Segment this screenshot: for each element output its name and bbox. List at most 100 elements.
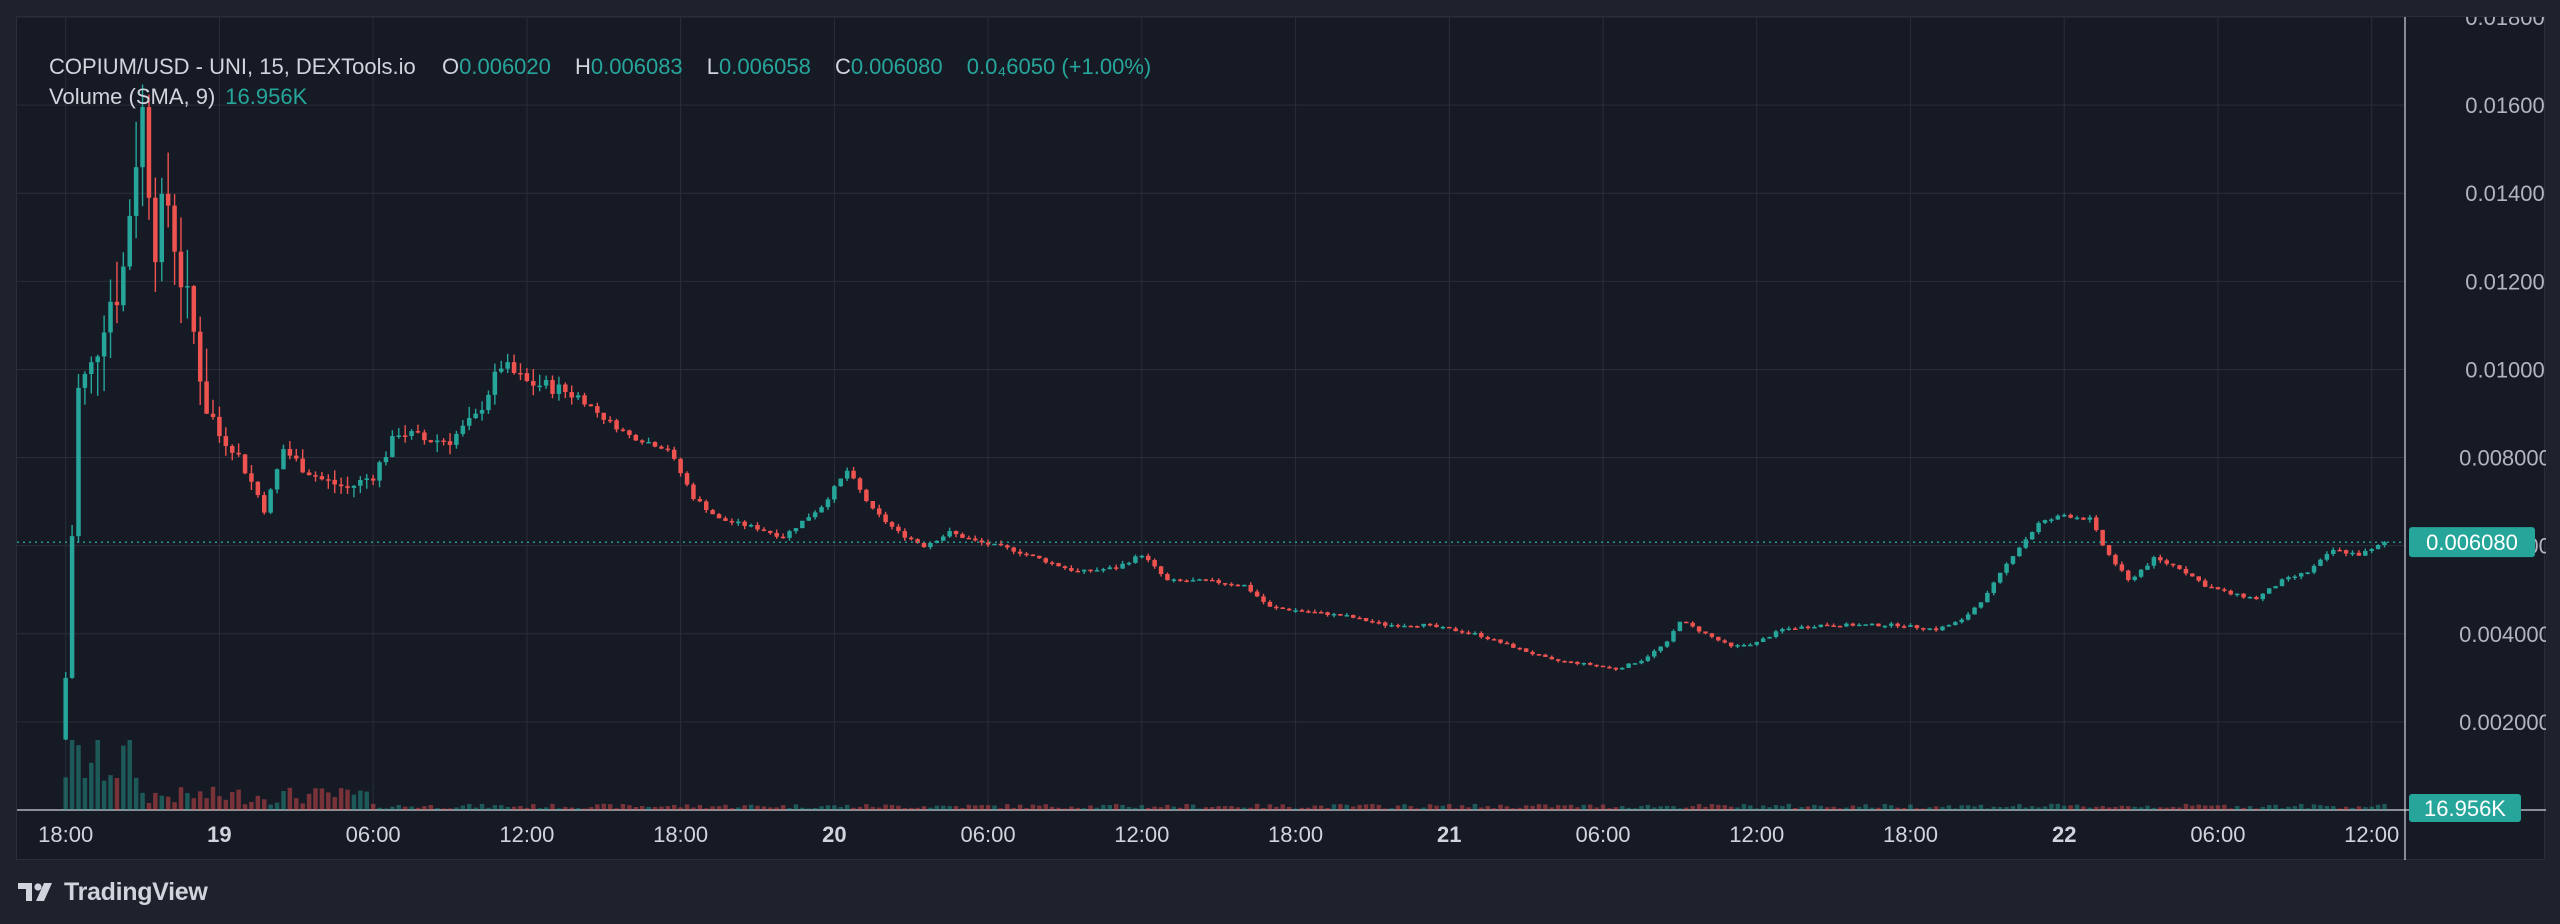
volume-bar <box>1626 807 1631 810</box>
candle-body <box>255 481 261 496</box>
x-tick-label: 20 <box>822 822 846 847</box>
x-tick-label: 06:00 <box>961 822 1016 847</box>
volume-bar <box>1652 807 1657 810</box>
volume-bar <box>1850 805 1856 810</box>
volume-bar <box>1671 806 1676 810</box>
volume-bar <box>2382 803 2387 810</box>
volume-bar <box>63 777 68 810</box>
candle-body <box>908 537 914 540</box>
candle-body <box>1837 625 1843 628</box>
candle-body <box>1639 660 1644 664</box>
x-tick-label: 06:00 <box>1575 822 1630 847</box>
volume-bar <box>159 795 165 810</box>
candle-body <box>1197 579 1202 581</box>
candle-body <box>1562 660 1567 663</box>
volume-bar <box>1523 805 1529 810</box>
volume-bar <box>326 792 331 810</box>
candle-body <box>2292 576 2298 579</box>
candle-body <box>2222 589 2227 591</box>
volume-bar <box>396 805 402 810</box>
volume-bar <box>1434 805 1439 810</box>
volume-bar <box>2010 806 2016 810</box>
candle-body <box>1844 623 1849 627</box>
volume-bar <box>402 806 408 810</box>
candle-body <box>1895 623 1900 627</box>
candle-body <box>2145 565 2150 570</box>
volume-bar <box>1978 804 1984 810</box>
volume-bar <box>665 806 671 810</box>
candle-body <box>370 478 376 481</box>
volume-bar <box>1479 807 1484 810</box>
volume-bar <box>1786 803 1792 810</box>
candle-body <box>1850 623 1856 626</box>
volume-bar <box>274 802 280 810</box>
chart-canvas[interactable]: 0.0020000.0040000.0060000.0080000.010000… <box>17 17 2546 861</box>
volume-bar <box>934 805 940 810</box>
volume-bar <box>1575 807 1580 810</box>
tradingview-logo[interactable]: TradingView <box>18 876 208 908</box>
candle-body <box>1389 625 1394 627</box>
volume-bar <box>832 805 837 810</box>
candle-body <box>864 489 869 502</box>
candle-body <box>531 380 536 386</box>
candle-body <box>1325 612 1330 616</box>
volume-bar <box>2138 807 2144 810</box>
candle-body <box>300 458 305 473</box>
candle-body <box>486 394 491 411</box>
volume-bar <box>825 805 831 810</box>
candle-body <box>178 251 184 288</box>
candle-body <box>646 441 651 444</box>
volume-bar <box>294 798 299 810</box>
candle-body <box>953 531 959 535</box>
volume-bar <box>338 788 344 810</box>
volume-bar <box>95 740 100 810</box>
volume-bar <box>1318 805 1324 810</box>
volume-bar <box>172 802 177 810</box>
volume-bar <box>1293 808 1298 810</box>
symbol-title[interactable]: COPIUM/USD - UNI, 15, DEXTools.io <box>49 54 416 79</box>
volume-bar <box>844 804 850 810</box>
candle-body <box>2055 515 2061 520</box>
candle-body <box>2286 577 2291 580</box>
candle-body <box>2363 551 2368 556</box>
candle-body <box>659 446 664 449</box>
candle-body <box>249 473 254 482</box>
volume-bar <box>255 795 261 810</box>
volume-bar <box>1094 807 1100 810</box>
candle-body <box>1626 663 1631 668</box>
candle-body <box>1722 640 1727 643</box>
candle-body <box>1863 624 1868 626</box>
volume-bar <box>1376 804 1382 810</box>
volume-bar <box>1728 806 1734 810</box>
candle-body <box>2151 557 2157 566</box>
candle-body <box>620 429 626 431</box>
volume-bar <box>543 807 549 810</box>
volume-bar <box>447 808 453 810</box>
candle-body <box>1991 582 1997 593</box>
volume-bar <box>691 807 696 810</box>
volume-bar <box>82 777 88 810</box>
volume-bar <box>1139 805 1145 810</box>
volume-label[interactable]: Volume (SMA, 9) <box>49 84 216 109</box>
candle-body <box>1453 628 1458 632</box>
volume-bar <box>300 803 305 810</box>
chart-panel[interactable]: 0.0020000.0040000.0060000.0080000.010000… <box>16 16 2546 861</box>
volume-bar <box>889 804 895 810</box>
volume-bar <box>1331 804 1337 810</box>
candle-body <box>1408 625 1414 628</box>
volume-bar <box>1274 806 1279 810</box>
volume-bar <box>434 808 440 810</box>
volume-bar <box>1485 805 1490 810</box>
volume-bar <box>2337 808 2342 810</box>
candle-body <box>1402 625 1407 628</box>
x-tick-label: 12:00 <box>1729 822 1784 847</box>
volume-bar <box>1716 804 1721 810</box>
volume-bar <box>1235 807 1241 810</box>
candle-body <box>2247 596 2253 599</box>
volume-bar <box>550 803 555 810</box>
candle-body <box>377 462 382 481</box>
candle-body <box>992 543 997 546</box>
volume-badge <box>2409 794 2521 822</box>
candle-body <box>2190 573 2195 577</box>
volume-bar <box>1991 806 1997 810</box>
